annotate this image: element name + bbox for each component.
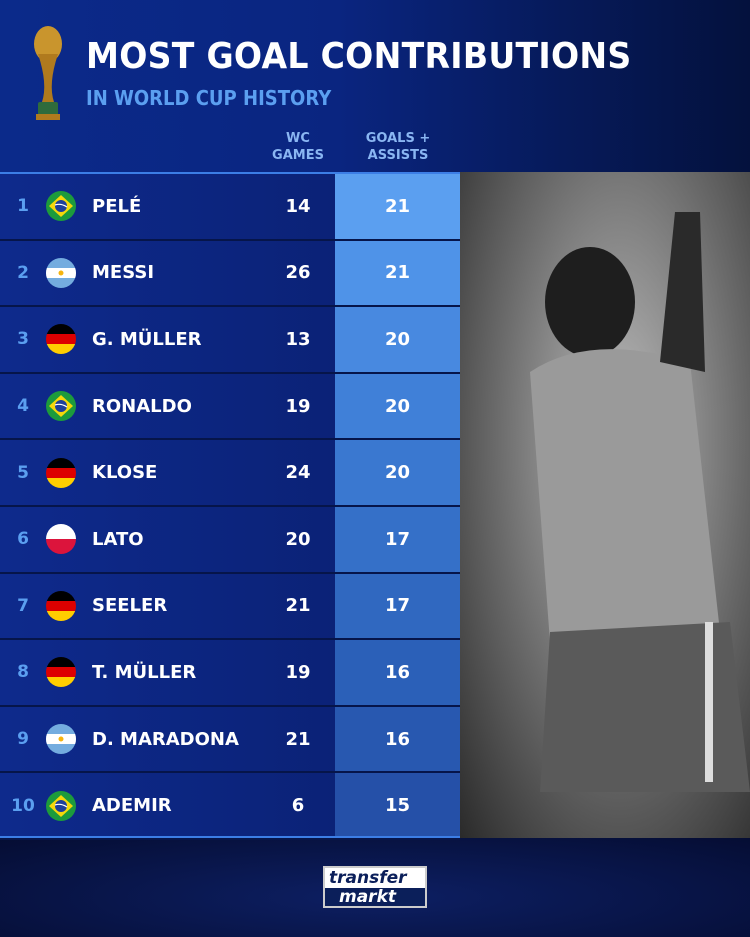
table-row: 1 PELÉ 14 21 bbox=[0, 174, 460, 241]
divider bbox=[0, 836, 460, 838]
player-name: ADEMIR bbox=[92, 795, 172, 817]
wc-games-value: 19 bbox=[285, 395, 311, 417]
goals-assists-value: 20 bbox=[335, 373, 460, 439]
table-row: 7 SEELER 21 17 bbox=[0, 573, 460, 641]
column-header-goals-assists: GOALS + ASSISTS bbox=[350, 130, 446, 164]
player-name: KLOSE bbox=[92, 462, 158, 484]
rankings-table: 1 PELÉ 14 21 2 MESSI 26 21 3 G. MÜLLER 1… bbox=[0, 172, 460, 840]
table-row: 10 ADEMIR 6 15 bbox=[0, 773, 460, 840]
rank: 4 bbox=[17, 396, 29, 417]
player-name: D. MARADONA bbox=[92, 728, 239, 750]
germany-flag-icon bbox=[46, 657, 76, 688]
player-name: MESSI bbox=[92, 262, 155, 284]
wc-games-value: 6 bbox=[291, 795, 305, 817]
goals-assists-value: 20 bbox=[335, 440, 460, 505]
table-row: 4 RONALDO 19 20 bbox=[0, 373, 460, 441]
wc-games-value: 21 bbox=[285, 595, 311, 617]
rank: 9 bbox=[17, 729, 29, 750]
world-cup-trophy-icon bbox=[34, 26, 62, 120]
player-name: LATO bbox=[92, 528, 144, 550]
header-line: ASSISTS bbox=[367, 148, 429, 163]
table-row: 2 MESSI 26 21 bbox=[0, 240, 460, 308]
player-name: T. MÜLLER bbox=[92, 661, 197, 683]
brazil-flag-icon bbox=[46, 790, 76, 821]
player-name: SEELER bbox=[92, 595, 168, 617]
rank: 3 bbox=[17, 329, 29, 350]
wc-games-value: 13 bbox=[285, 328, 311, 350]
rank: 10 bbox=[11, 795, 35, 816]
player-photo bbox=[460, 172, 750, 838]
wc-games-value: 21 bbox=[285, 728, 311, 750]
logo-text: transfer bbox=[329, 868, 407, 888]
goals-assists-value: 20 bbox=[335, 307, 460, 372]
table-row: 6 LATO 20 17 bbox=[0, 506, 460, 574]
page-title: MOST GOAL CONTRIBUTIONS bbox=[86, 36, 632, 77]
rank: 2 bbox=[17, 262, 29, 283]
goals-assists-value: 15 bbox=[335, 773, 460, 838]
goals-assists-value: 17 bbox=[335, 573, 460, 639]
header-line: GOALS + bbox=[365, 131, 431, 146]
goals-assists-value: 17 bbox=[335, 506, 460, 572]
transfermarkt-logo: transfer markt bbox=[323, 866, 427, 908]
rank: 5 bbox=[17, 462, 29, 483]
germany-flag-icon bbox=[46, 590, 76, 621]
wc-games-value: 20 bbox=[285, 528, 311, 550]
germany-flag-icon bbox=[46, 324, 76, 355]
goals-assists-value: 16 bbox=[335, 640, 460, 705]
page-subtitle: IN WORLD CUP HISTORY bbox=[86, 86, 332, 110]
poland-flag-icon bbox=[46, 524, 76, 555]
rank: 7 bbox=[17, 595, 29, 616]
player-name: PELÉ bbox=[92, 195, 142, 217]
header-line: GAMES bbox=[272, 148, 324, 163]
header-line: WC bbox=[286, 131, 310, 146]
rank: 8 bbox=[17, 662, 29, 683]
brazil-flag-icon bbox=[46, 191, 76, 222]
table-row: 3 G. MÜLLER 13 20 bbox=[0, 307, 460, 374]
column-header-wc-games: WC GAMES bbox=[270, 130, 326, 164]
table-row: 9 D. MARADONA 21 16 bbox=[0, 706, 460, 774]
rank: 6 bbox=[17, 529, 29, 550]
goals-assists-value: 16 bbox=[335, 706, 460, 772]
germany-flag-icon bbox=[46, 457, 76, 488]
player-name: G. MÜLLER bbox=[92, 328, 202, 350]
goals-assists-value: 21 bbox=[335, 240, 460, 306]
argentina-flag-icon bbox=[46, 724, 76, 755]
brazil-flag-icon bbox=[46, 391, 76, 422]
player-name: RONALDO bbox=[92, 395, 192, 417]
wc-games-value: 24 bbox=[285, 462, 311, 484]
table-row: 8 T. MÜLLER 19 16 bbox=[0, 640, 460, 707]
wc-games-value: 19 bbox=[285, 661, 311, 683]
logo-text: markt bbox=[325, 888, 425, 906]
goals-assists-value: 21 bbox=[335, 174, 460, 239]
wc-games-value: 14 bbox=[285, 195, 311, 217]
argentina-flag-icon bbox=[46, 257, 76, 288]
wc-games-value: 26 bbox=[285, 262, 311, 284]
rank: 1 bbox=[17, 196, 29, 217]
table-row: 5 KLOSE 24 20 bbox=[0, 440, 460, 507]
